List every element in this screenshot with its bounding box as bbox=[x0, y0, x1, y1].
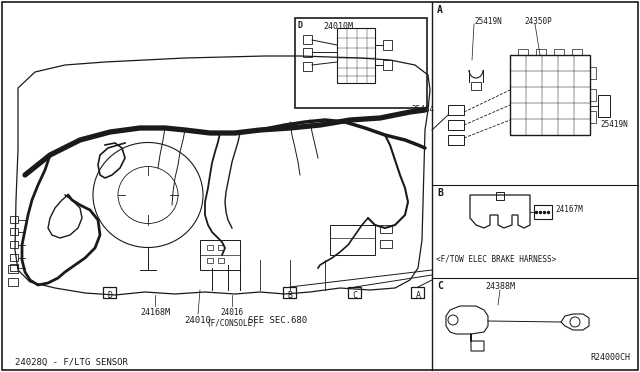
Bar bbox=[510, 55, 590, 135]
Bar bbox=[10, 228, 18, 235]
Text: 25419N: 25419N bbox=[600, 120, 628, 129]
Bar bbox=[10, 264, 18, 271]
Text: 24010M: 24010M bbox=[323, 22, 353, 31]
Text: 24350P: 24350P bbox=[524, 17, 552, 26]
Text: B: B bbox=[437, 188, 443, 198]
Bar bbox=[218, 245, 224, 250]
Text: 24167M: 24167M bbox=[555, 205, 583, 215]
Text: 24010: 24010 bbox=[184, 316, 211, 325]
Bar bbox=[496, 192, 504, 200]
Bar bbox=[218, 258, 224, 263]
Bar bbox=[448, 135, 464, 145]
Bar bbox=[303, 48, 312, 57]
Bar bbox=[590, 89, 596, 101]
Bar bbox=[383, 40, 392, 50]
Bar bbox=[380, 240, 392, 248]
Bar bbox=[572, 49, 582, 55]
Bar bbox=[200, 240, 240, 270]
Bar bbox=[283, 287, 296, 298]
Bar bbox=[554, 49, 564, 55]
Bar bbox=[295, 18, 427, 108]
Text: SEE SEC.680: SEE SEC.680 bbox=[248, 316, 307, 325]
Bar bbox=[303, 62, 312, 71]
Bar bbox=[590, 111, 596, 123]
Bar bbox=[448, 105, 464, 115]
Bar bbox=[598, 95, 610, 117]
Bar bbox=[207, 258, 213, 263]
Text: C: C bbox=[353, 291, 358, 299]
Bar bbox=[590, 67, 596, 79]
Bar bbox=[10, 241, 18, 248]
Text: 24168M: 24168M bbox=[140, 308, 170, 317]
Text: <F/TOW ELEC BRAKE HARNESS>: <F/TOW ELEC BRAKE HARNESS> bbox=[436, 254, 556, 263]
Bar bbox=[337, 28, 375, 83]
Bar bbox=[518, 49, 528, 55]
Bar bbox=[303, 35, 312, 44]
Bar bbox=[103, 287, 116, 298]
Text: 24028Q - F/LTG SENSOR: 24028Q - F/LTG SENSOR bbox=[15, 358, 128, 367]
Text: 24388M: 24388M bbox=[485, 282, 515, 291]
Bar bbox=[380, 225, 392, 233]
Text: 25464: 25464 bbox=[412, 106, 435, 115]
Bar bbox=[383, 60, 392, 70]
Bar bbox=[348, 287, 361, 298]
Text: A: A bbox=[415, 291, 420, 299]
Bar bbox=[411, 287, 424, 298]
Text: C: C bbox=[437, 281, 443, 291]
Text: 24016
(F/CONSOLE): 24016 (F/CONSOLE) bbox=[207, 308, 257, 328]
Text: D: D bbox=[298, 21, 303, 30]
Bar bbox=[448, 120, 464, 130]
Bar bbox=[10, 254, 18, 261]
Text: 25419N: 25419N bbox=[474, 17, 502, 26]
Bar bbox=[8, 265, 18, 273]
Bar bbox=[330, 225, 375, 255]
Bar bbox=[207, 245, 213, 250]
Text: B: B bbox=[287, 291, 292, 299]
Text: R24000CH: R24000CH bbox=[590, 353, 630, 362]
Text: D: D bbox=[108, 291, 113, 299]
Bar bbox=[10, 216, 18, 223]
Bar bbox=[534, 205, 552, 219]
Bar bbox=[471, 82, 481, 90]
Bar bbox=[536, 49, 546, 55]
Bar bbox=[8, 278, 18, 286]
Text: A: A bbox=[437, 5, 443, 15]
